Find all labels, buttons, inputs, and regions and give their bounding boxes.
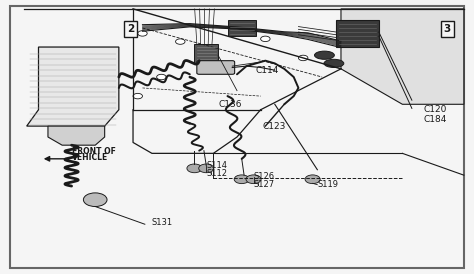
Circle shape	[187, 164, 202, 173]
FancyBboxPatch shape	[197, 61, 235, 74]
Text: S127: S127	[254, 180, 274, 189]
Circle shape	[138, 31, 147, 36]
Circle shape	[83, 193, 107, 207]
Text: C136: C136	[218, 100, 242, 109]
Text: FRONT OF: FRONT OF	[72, 147, 116, 156]
Polygon shape	[27, 47, 119, 126]
Circle shape	[199, 164, 214, 173]
Polygon shape	[48, 126, 105, 145]
Circle shape	[175, 39, 185, 44]
Text: C123: C123	[263, 122, 286, 131]
Text: 2: 2	[127, 24, 134, 34]
Text: S126: S126	[254, 172, 274, 181]
Text: S119: S119	[318, 180, 338, 189]
Circle shape	[156, 74, 166, 80]
Polygon shape	[336, 20, 379, 47]
Polygon shape	[228, 20, 256, 36]
Text: VEHICLE: VEHICLE	[72, 153, 108, 162]
Circle shape	[133, 93, 143, 99]
Circle shape	[305, 175, 320, 184]
Text: S112: S112	[206, 169, 227, 178]
Polygon shape	[341, 9, 464, 104]
Ellipse shape	[315, 51, 334, 59]
Text: 3: 3	[444, 24, 451, 34]
Text: C184: C184	[424, 115, 447, 124]
Circle shape	[246, 175, 261, 184]
Circle shape	[261, 36, 270, 42]
Circle shape	[299, 55, 308, 61]
Polygon shape	[194, 44, 218, 63]
Text: C120: C120	[424, 105, 447, 114]
Ellipse shape	[324, 59, 344, 67]
Circle shape	[234, 175, 249, 184]
Text: C114: C114	[256, 66, 279, 75]
Text: S131: S131	[152, 218, 173, 227]
Text: S114: S114	[206, 161, 227, 170]
